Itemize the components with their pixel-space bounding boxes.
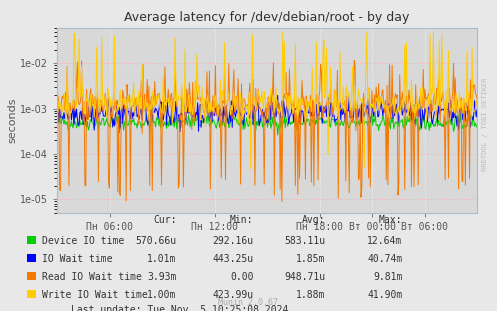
Title: Average latency for /dev/debian/root - by day: Average latency for /dev/debian/root - b… bbox=[124, 11, 410, 24]
Text: 9.81m: 9.81m bbox=[373, 272, 403, 282]
Text: 1.85m: 1.85m bbox=[296, 254, 326, 264]
Text: Last update: Tue Nov  5 10:25:08 2024: Last update: Tue Nov 5 10:25:08 2024 bbox=[71, 305, 288, 311]
Text: 1.01m: 1.01m bbox=[147, 254, 176, 264]
Text: Read IO Wait time: Read IO Wait time bbox=[42, 272, 142, 282]
Text: Avg:: Avg: bbox=[302, 216, 326, 225]
Text: Cur:: Cur: bbox=[153, 216, 176, 225]
Text: 443.25u: 443.25u bbox=[212, 254, 253, 264]
Text: Munin 2.0.67: Munin 2.0.67 bbox=[219, 298, 278, 307]
Text: 948.71u: 948.71u bbox=[284, 272, 326, 282]
Text: Device IO time: Device IO time bbox=[42, 236, 124, 246]
Text: IO Wait time: IO Wait time bbox=[42, 254, 113, 264]
Text: 423.99u: 423.99u bbox=[212, 290, 253, 300]
Text: 0.00: 0.00 bbox=[230, 272, 253, 282]
Text: 570.66u: 570.66u bbox=[135, 236, 176, 246]
Text: 3.93m: 3.93m bbox=[147, 272, 176, 282]
Text: 1.00m: 1.00m bbox=[147, 290, 176, 300]
Text: 41.90m: 41.90m bbox=[367, 290, 403, 300]
Text: 1.88m: 1.88m bbox=[296, 290, 326, 300]
Text: Min:: Min: bbox=[230, 216, 253, 225]
Text: 12.64m: 12.64m bbox=[367, 236, 403, 246]
Text: Write IO Wait time: Write IO Wait time bbox=[42, 290, 148, 300]
Text: 40.74m: 40.74m bbox=[367, 254, 403, 264]
Text: Max:: Max: bbox=[379, 216, 403, 225]
Text: 583.11u: 583.11u bbox=[284, 236, 326, 246]
Text: RRDTOOL / TOBI OETIKER: RRDTOOL / TOBI OETIKER bbox=[482, 78, 488, 171]
Y-axis label: seconds: seconds bbox=[7, 98, 17, 143]
Text: 292.16u: 292.16u bbox=[212, 236, 253, 246]
